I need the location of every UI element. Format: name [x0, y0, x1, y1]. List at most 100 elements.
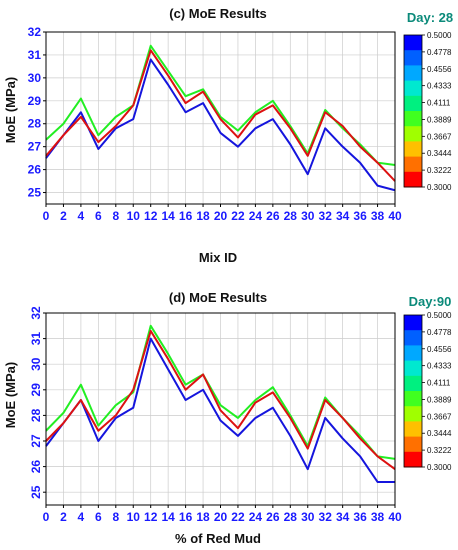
colorbar-segment [404, 80, 422, 97]
series-line-1 [45, 337, 395, 483]
colorbar-tick-label: 0.4333 [427, 82, 452, 91]
series-line-3 [45, 49, 396, 182]
colorbar-segment [404, 35, 422, 51]
colorbar-tick-label: 0.3222 [427, 166, 452, 175]
x-tick-label: 10 [127, 510, 141, 524]
y-tick-label: 28 [28, 117, 42, 131]
colorbar-tick-label: 0.3222 [427, 446, 452, 455]
x-axis-label: Mix ID [199, 250, 237, 265]
colorbar-tick-label: 0.4111 [427, 379, 451, 388]
y-tick-label: 30 [28, 71, 42, 85]
x-tick-label: 32 [319, 209, 333, 223]
colorbar-segment [404, 95, 422, 112]
y-tick-label: 28 [29, 408, 43, 422]
plot-area: 0 2 4 6 8 10 12 14 16 18 20 22 24 26 28 30 32 34 36 38 40252… [28, 25, 402, 223]
day-label: Day: 28 [407, 10, 453, 25]
x-tick-label: 8 [112, 510, 119, 524]
x-tick-label: 4 [78, 209, 85, 223]
colorbar-tick-label: 0.4778 [427, 48, 452, 57]
y-tick-label: 30 [29, 357, 43, 371]
colorbar-segment [404, 50, 422, 66]
colorbar-tick-label: 0.4556 [427, 345, 452, 354]
y-tick-label: 27 [28, 140, 42, 154]
x-tick-label: 38 [371, 209, 385, 223]
y-tick-label: 27 [29, 434, 43, 448]
colorbar-segment [404, 330, 422, 346]
y-tick-label: 26 [29, 460, 43, 474]
y-tick-label: 25 [28, 186, 42, 200]
colorbar-segment [404, 126, 422, 142]
colorbar-tick-label: 0.3444 [427, 429, 452, 438]
x-tick-label: 10 [127, 209, 141, 223]
colorbar: 0.5000 0.4778 0.4556 0.4333 0.4111 0.3889 0.36… [403, 311, 452, 472]
chart-c-svg: (c) MoE Results Day: 28 MoE (MPa) Mix ID… [3, 6, 453, 265]
x-tick-label: 40 [388, 510, 402, 524]
colorbar-segment [404, 375, 422, 392]
x-tick-label: 6 [95, 209, 102, 223]
x-tick-label: 16 [179, 209, 193, 223]
x-tick-label: 0 [43, 510, 50, 524]
x-tick-label: 20 [214, 209, 228, 223]
x-tick-label: 22 [231, 209, 245, 223]
series-line-3 [45, 329, 396, 470]
x-tick-label: 26 [266, 209, 280, 223]
colorbar-tick-label: 0.3667 [427, 412, 452, 421]
x-tick-label: 24 [249, 510, 263, 524]
y-tick-label: 26 [28, 163, 42, 177]
x-tick-label: 4 [78, 510, 85, 524]
x-tick-label: 34 [336, 510, 350, 524]
y-tick-label: 25 [29, 485, 43, 499]
colorbar-segment [404, 360, 422, 377]
colorbar-segment [404, 315, 422, 331]
chart-panel-d: (d) MoE Results Day:90 MoE (MPa) % of Re… [0, 275, 458, 550]
x-tick-label: 16 [179, 510, 193, 524]
y-tick-label: 32 [28, 25, 42, 39]
colorbar-tick-label: 0.3889 [427, 395, 452, 404]
colorbar-segment [404, 141, 422, 158]
plot-area: 0 2 4 6 8 10 12 14 16 18 20 22 24 26 28 30 32 34 36 38 40252… [29, 306, 402, 524]
y-tick-label: 31 [29, 332, 43, 346]
colorbar-border [403, 34, 423, 188]
colorbar-tick-label: 0.5000 [427, 31, 452, 40]
chart-panel-c: (c) MoE Results Day: 28 MoE (MPa) Mix ID… [3, 6, 453, 265]
x-tick-label: 12 [144, 209, 158, 223]
chart-d-svg: (d) MoE Results Day:90 MoE (MPa) % of Re… [3, 290, 452, 546]
x-tick-label: 24 [249, 209, 263, 223]
colorbar-tick-label: 0.3889 [427, 115, 452, 124]
chart-title: (d) MoE Results [169, 290, 267, 305]
colorbar-tick-label: 0.3444 [427, 149, 452, 158]
colorbar-segment [404, 111, 422, 127]
x-tick-label: 30 [301, 510, 315, 524]
x-tick-label: 34 [336, 209, 350, 223]
x-tick-label: 36 [353, 510, 367, 524]
x-tick-label: 20 [214, 510, 228, 524]
x-tick-label: 18 [196, 510, 210, 524]
x-tick-label: 0 [43, 209, 50, 223]
colorbar-tick-label: 0.5000 [427, 311, 452, 320]
colorbar-tick-label: 0.3667 [427, 132, 452, 141]
y-axis-label: MoE (MPa) [3, 77, 18, 143]
x-tick-label: 14 [161, 510, 175, 524]
x-axis-label: % of Red Mud [175, 531, 261, 546]
day-label: Day:90 [409, 294, 452, 309]
colorbar-segment [404, 156, 422, 173]
y-tick-label: 32 [29, 306, 43, 320]
x-tick-label: 26 [266, 510, 280, 524]
colorbar-segment [404, 65, 422, 82]
series-line-1 [45, 58, 396, 192]
x-tick-label: 2 [60, 209, 67, 223]
x-tick-label: 22 [231, 510, 245, 524]
colorbar-tick-label: 0.4111 [427, 99, 451, 108]
colorbar-border [403, 314, 423, 468]
colorbar-tick-label: 0.4333 [427, 362, 452, 371]
x-tick-label: 36 [353, 209, 367, 223]
colorbar-segment [404, 406, 422, 422]
colorbar-tick-label: 0.3000 [427, 183, 452, 192]
x-tick-label: 12 [144, 510, 158, 524]
colorbar-segment [404, 171, 422, 188]
plot-border [45, 312, 396, 506]
x-tick-label: 28 [284, 209, 298, 223]
x-tick-label: 32 [319, 510, 333, 524]
x-tick-label: 14 [161, 209, 175, 223]
y-tick-label: 29 [29, 383, 43, 397]
